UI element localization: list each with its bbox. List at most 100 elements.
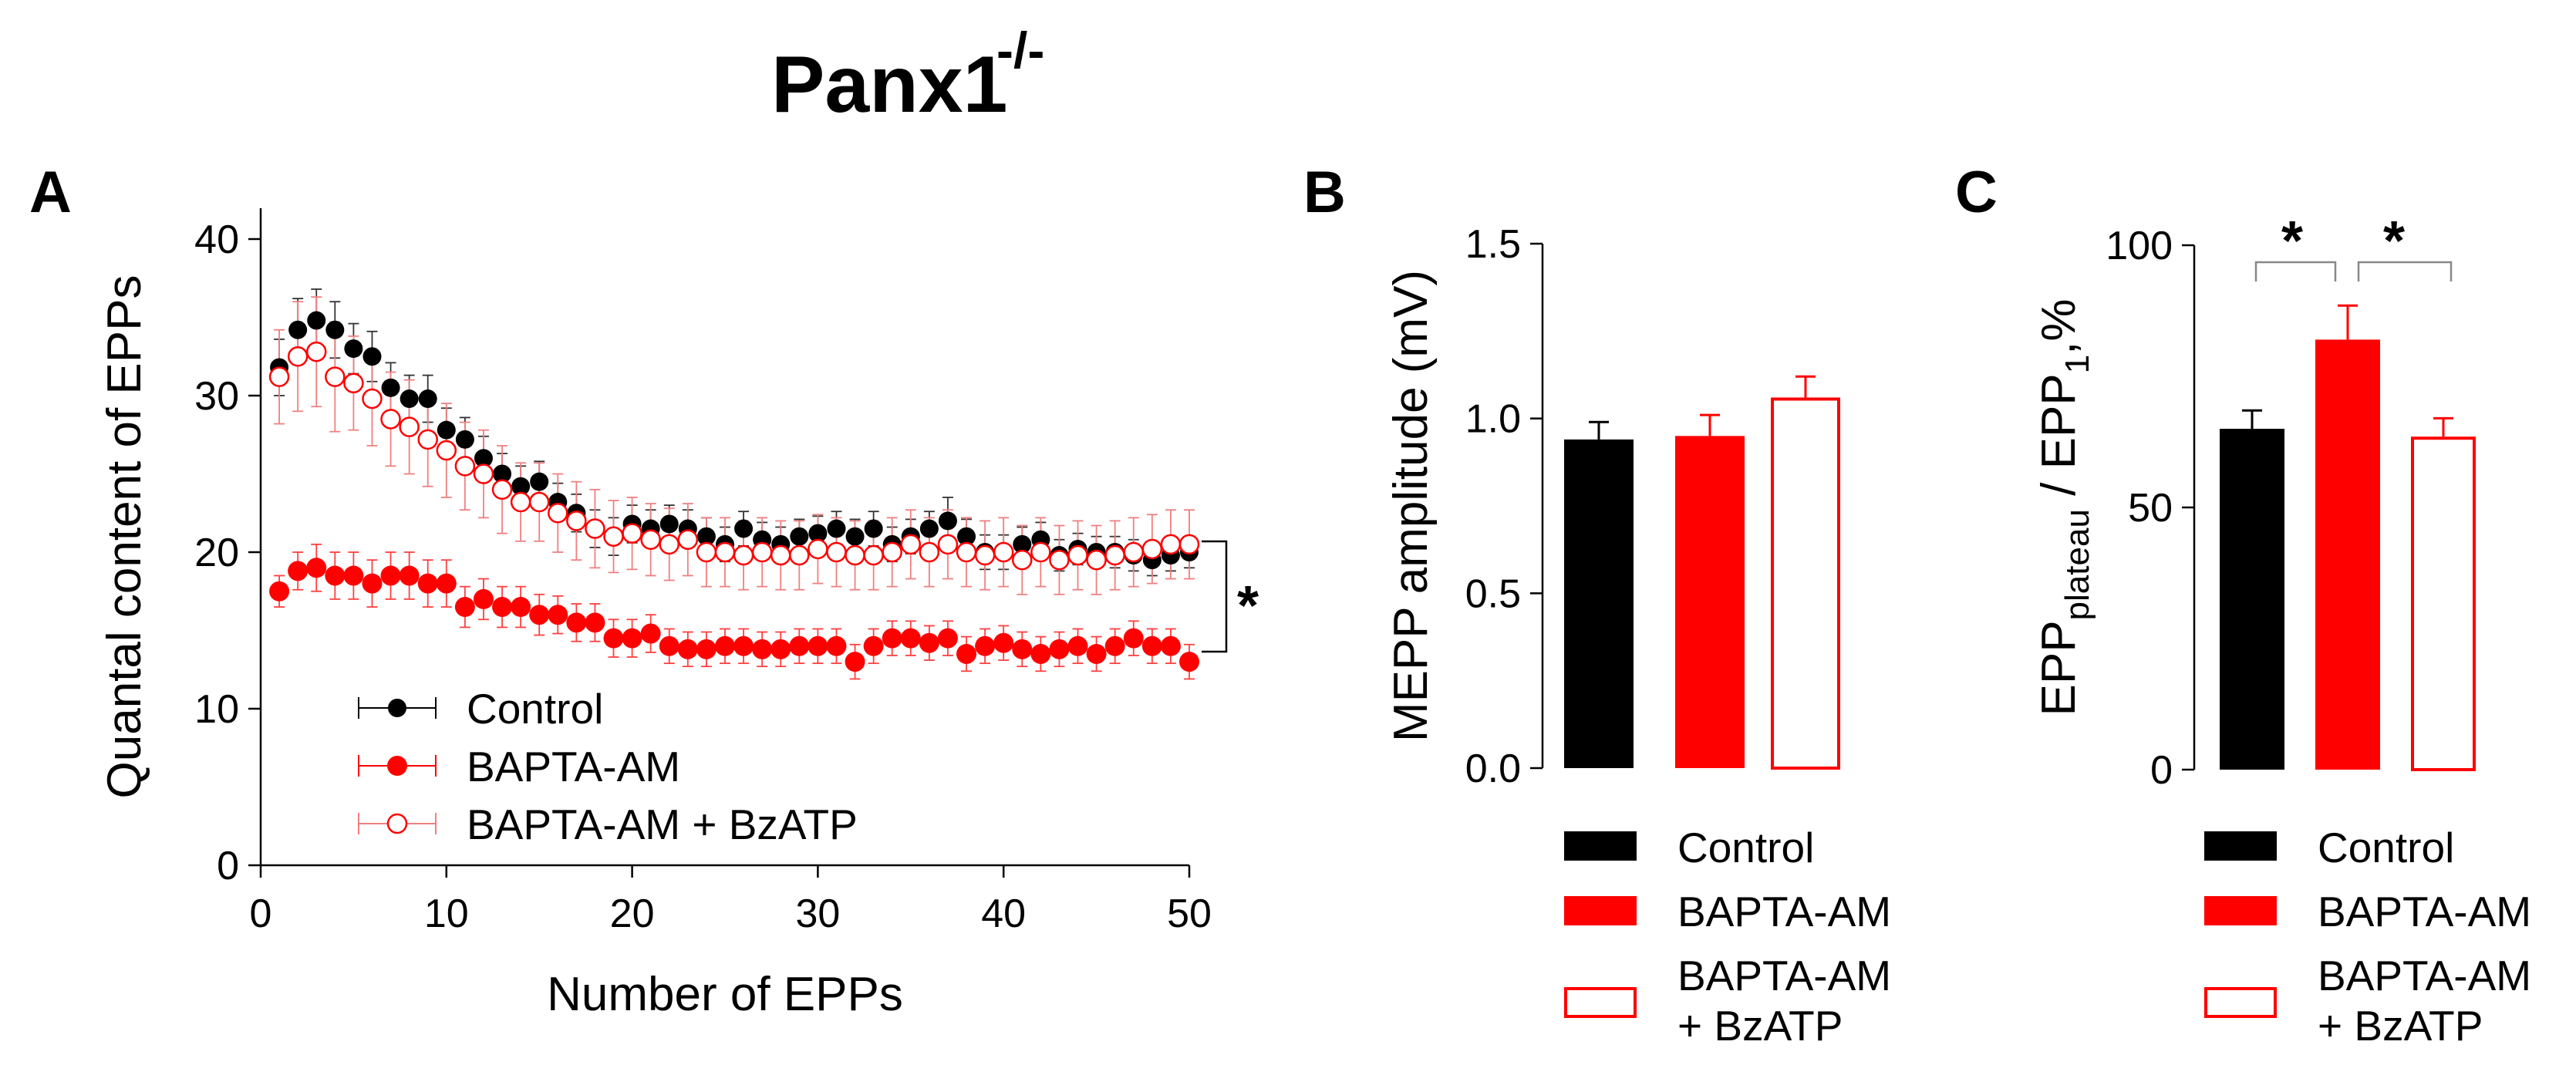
panel-a-point-bzatp [1030,541,1051,563]
panel-a-point-bzatp [436,440,457,461]
legend-c-bzatp-label-line1: BAPTA-AM [2318,952,2531,999]
panel-a-point-bapta [1104,635,1125,656]
panel-a-point-bapta [511,597,531,618]
panel-a-point-bzatp [696,541,717,563]
panel-a-point-control [659,514,679,534]
panel-a-point-bapta [975,635,996,656]
panel-a-point-bzatp [1178,534,1200,555]
panel-a-point-bzatp [603,526,624,547]
legend-c-bzatp-label-line2: + BzATP [2318,1002,2483,1050]
panel-a-point-bzatp [733,544,754,566]
panel-a-point-control [381,378,400,397]
panel-a-point-bapta [640,623,661,644]
legend-b-bapta-swatch [1564,896,1637,925]
panel-a-y-tick-label: 10 [194,687,239,732]
panel-a-y-tick-label: 0 [217,844,239,888]
panel-a-point-bapta [1179,652,1199,672]
panel-a-x-tick-label: 50 [1167,891,1212,936]
legend-b-bzatp-label-line2: + BzATP [1677,1002,1843,1050]
panel-c-ylabel-main: EPP [2032,620,2085,716]
panel-c-ylabel-sub-plateau: plateau [2058,509,2096,620]
panel-a-point-bapta [808,635,828,656]
panel-b-legend: Control BAPTA-AM BAPTA-AM + BzATP [1564,824,1891,1050]
panel-a-point-control [827,519,846,538]
panel-a-point-bzatp [622,523,642,544]
panel-a-point-bzatp [1012,549,1033,571]
panel-a-point-bzatp [770,544,791,566]
panel-a-point-bapta [343,565,364,586]
panel-a-point-bapta [325,565,346,586]
panel-a-point-bapta [715,635,735,656]
panel-a-point-bzatp [937,534,959,555]
panel-a-point-control [864,519,883,538]
legend-c-control-swatch [2204,831,2277,861]
panel-c-significance-bracket-2 [2357,261,2453,281]
panel-a-point-bapta [380,565,401,586]
panel-a-point-bapta [529,605,550,625]
panel-a-x-axis-title: Number of EPPs [547,968,903,1021]
panel-c-significance-star-1: * [2281,211,2303,272]
panel-a-point-bzatp [268,366,290,387]
panel-a-point-control [474,449,493,468]
panel-a-point-bapta [585,612,605,633]
panel-a-point-bapta [1067,635,1088,656]
legend-a-control-marker [388,699,406,717]
panel-a-point-control [455,430,474,449]
panel-a-point-bzatp [343,372,364,394]
panel-a-point-bzatp [362,388,383,410]
panel-a-point-bzatp [919,541,940,563]
panel-a-y-axis-title: Quantal content of EPPs [98,275,151,799]
panel-a-point-bzatp [325,366,346,387]
panel-a-point-control [288,320,308,339]
panel-b-bar-chart: MEPP amplitude (mV) 0.0 0.5 1.0 1.5 Control… [1384,222,1891,1050]
panel-c-y-ticks: 0 50 100 [2106,224,2194,793]
panel-c-bars [2220,304,2476,771]
panel-a-point-bapta [956,643,977,664]
panel-a-data-points [268,311,1200,672]
panel-a-point-control [511,477,531,496]
panel-b-bar-bapta [1675,436,1745,768]
panel-a-point-bapta [566,612,587,633]
panel-a-point-bapta [417,573,438,594]
panel-c-significance-star-2: * [2383,211,2405,272]
panel-c-ylabel-sub-1: 1 [2058,355,2096,373]
panel-c-significance-bracket-1 [2254,261,2337,281]
panel-a-significance-bracket [1202,540,1228,653]
panel-b-bar-bzatp [1771,397,1840,770]
panel-a-point-bzatp [1049,549,1070,571]
panel-a-point-bapta [306,558,327,578]
panel-b-bars [1564,375,1840,770]
panel-a-point-bzatp [677,529,699,551]
panel-a-point-bapta [826,635,847,656]
panel-a-point-bzatp [789,544,810,566]
panel-a-point-bzatp [491,479,513,501]
panel-a-point-control [957,527,976,546]
panel-a-point-bapta [696,639,716,659]
panel-a-point-control [325,320,345,339]
panel-c-y-tick-label: 0 [2150,748,2173,793]
panel-a-point-bapta [473,588,494,609]
panel-a-point-bapta [362,573,383,594]
panel-a-point-bapta [752,639,773,659]
panel-a-x-tick-label: 40 [981,891,1026,936]
panel-b-y-tick-label: 0.5 [1465,571,1521,616]
panel-a-point-bzatp [399,416,420,437]
panel-a-point-bzatp [528,491,550,513]
panel-c-bar-control [2220,429,2284,770]
panel-a-point-bapta [492,597,513,618]
panel-a-point-bapta [603,628,624,649]
panel-a-point-bzatp [1141,538,1163,560]
panel-a-point-bzatp [1160,534,1182,555]
panel-a-point-bapta [622,628,642,649]
panel-a-point-control [493,464,512,484]
panel-a-point-bzatp [1067,544,1088,566]
figure-title: Panx1 [771,40,1007,130]
panel-a-point-bzatp [863,544,884,566]
panel-a-point-control [400,389,419,409]
panel-b-bar-control [1564,439,1634,768]
panel-a-point-bapta [770,639,791,659]
panel-c-y-axis-title: EPPplateau / EPP1,% [2032,298,2096,716]
panel-a-point-control [919,519,939,538]
panel-label-b: B [1303,160,1346,225]
panel-a-point-bzatp [473,463,494,484]
